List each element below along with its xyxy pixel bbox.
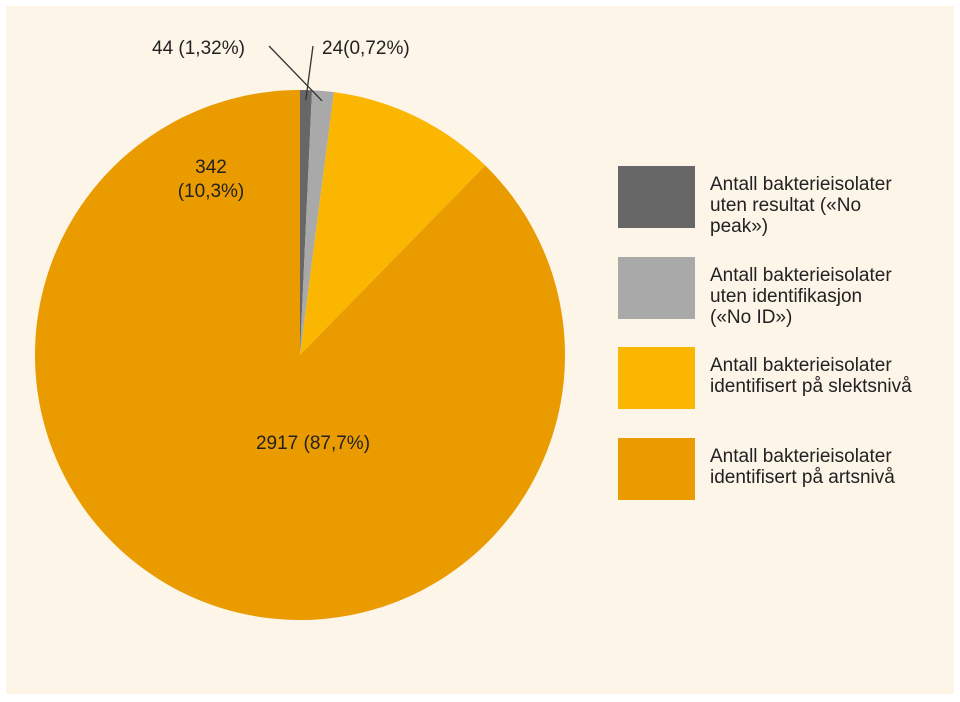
- slice-label-genus-count: 342: [195, 157, 227, 178]
- slice-label-no-peak: 24(0,72%): [322, 38, 410, 59]
- legend-item-genus: Antall bakterieisolater identifisert på …: [618, 347, 958, 411]
- legend-label-species: Antall bakterieisolater identifisert på …: [710, 446, 895, 488]
- leader-line-no-peak: [305, 45, 314, 101]
- legend-label-no-id: Antall bakterieisolater uten identifikas…: [710, 265, 892, 328]
- legend-item-no-id: Antall bakterieisolater uten identifikas…: [618, 257, 958, 328]
- legend-item-no-peak: Antall bakterieisolater uten resultat («…: [618, 166, 958, 237]
- legend-swatch-genus: [618, 347, 695, 409]
- legend-swatch-no-id: [618, 257, 695, 319]
- leader-line-no-id: [268, 45, 323, 102]
- slice-label-species: 2917 (87,7%): [256, 433, 370, 454]
- legend-swatch-species: [618, 438, 695, 500]
- pie-slice-genus: [300, 92, 486, 356]
- pie-chart: 24(0,72%) 44 (1,32%) 342 (10,3%) 2917 (8…: [34, 38, 565, 620]
- pie-slice-species: [34, 90, 565, 620]
- chart-panel: 24(0,72%) 44 (1,32%) 342 (10,3%) 2917 (8…: [6, 6, 954, 694]
- legend-label-no-peak: Antall bakterieisolater uten resultat («…: [710, 174, 892, 237]
- legend-label-genus: Antall bakterieisolater identifisert på …: [710, 355, 912, 397]
- pie-slice-no-id: [300, 90, 334, 356]
- slice-label-genus-percent: (10,3%): [178, 181, 245, 202]
- legend-item-species: Antall bakterieisolater identifisert på …: [618, 438, 958, 502]
- legend-swatch-no-peak: [618, 166, 695, 228]
- pie-slice-no-peak: [300, 89, 313, 355]
- slice-label-no-id: 44 (1,32%): [152, 38, 245, 59]
